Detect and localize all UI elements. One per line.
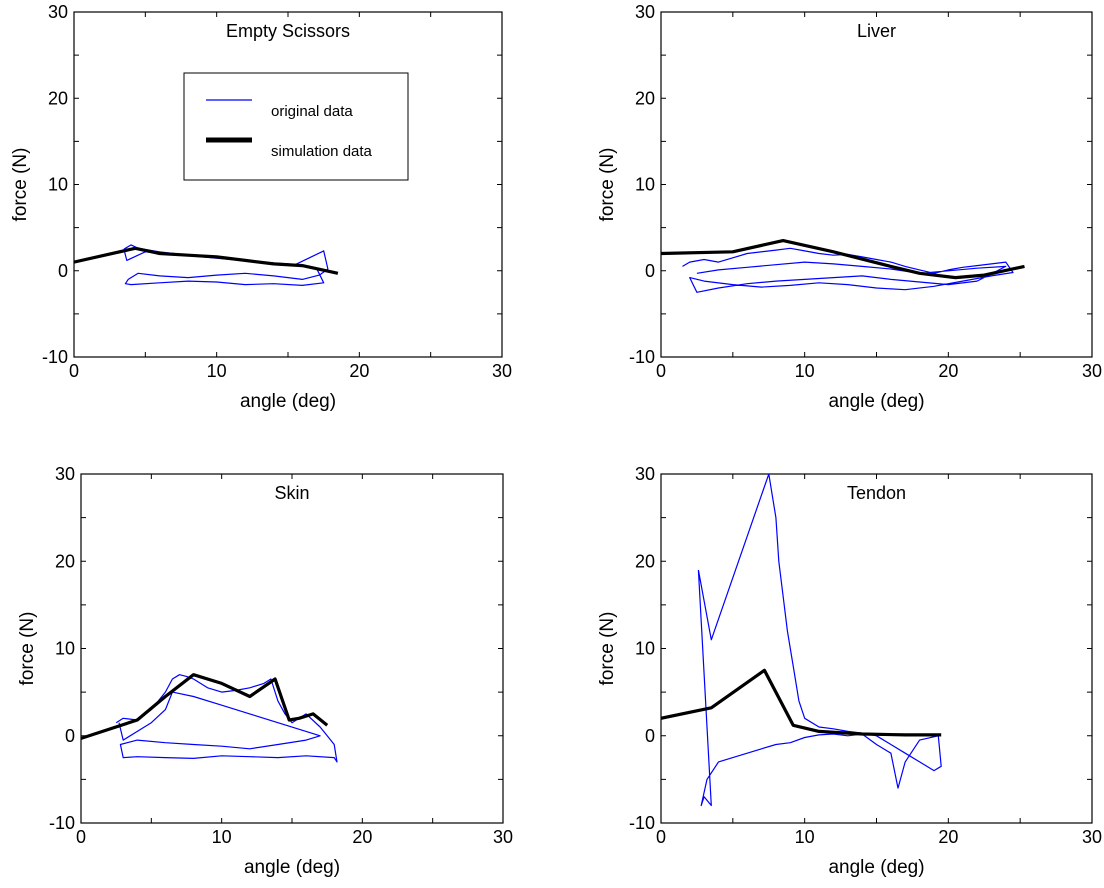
y-tick-label: 0	[58, 261, 68, 281]
y-tick-label: 10	[48, 175, 68, 195]
x-axis-label: angle (deg)	[828, 857, 924, 878]
x-tick-label: 30	[1082, 827, 1102, 847]
y-tick-label: -10	[42, 347, 68, 367]
y-tick-label: 20	[635, 551, 655, 571]
legend-label: original data	[271, 103, 353, 120]
y-tick-label: 30	[635, 2, 655, 22]
x-tick-label: 10	[207, 361, 227, 381]
y-axis-label: force (N)	[10, 148, 31, 222]
y-tick-label: 10	[635, 175, 655, 195]
plot-title: Empty Scissors	[226, 21, 350, 41]
original-data-line	[682, 247, 1014, 293]
y-tick-label: 10	[635, 639, 655, 659]
plot-area	[74, 244, 339, 286]
y-tick-label: 30	[635, 464, 655, 484]
axes-box	[660, 11, 1093, 358]
x-tick-label: 0	[76, 827, 86, 847]
simulation-data-line	[81, 673, 329, 740]
original-data-line	[115, 674, 338, 763]
y-tick-label: -10	[629, 347, 655, 367]
plot-area	[81, 673, 338, 763]
x-tick-label: 10	[795, 827, 815, 847]
y-tick-label: 30	[55, 464, 75, 484]
x-tick-label: 0	[656, 827, 666, 847]
y-tick-label: 20	[635, 88, 655, 108]
plot-title: Skin	[274, 483, 309, 503]
x-tick-label: 20	[349, 361, 369, 381]
x-tick-label: 10	[212, 827, 232, 847]
axes-box	[80, 473, 504, 824]
y-axis-label: force (N)	[17, 612, 38, 686]
y-tick-label: 0	[645, 726, 655, 746]
legend-label: simulation data	[271, 143, 373, 160]
x-tick-label: 10	[795, 361, 815, 381]
y-tick-label: -10	[49, 813, 75, 833]
simulation-data-line	[74, 246, 339, 275]
original-data-line	[697, 474, 942, 807]
plot-area	[661, 474, 942, 807]
plot-title: Liver	[857, 21, 896, 41]
x-axis-label: angle (deg)	[828, 391, 924, 412]
y-tick-label: 0	[65, 726, 75, 746]
x-tick-label: 30	[493, 827, 513, 847]
y-tick-label: 10	[55, 639, 75, 659]
y-axis-label: force (N)	[597, 148, 618, 222]
x-tick-label: 30	[492, 361, 512, 381]
y-tick-label: 0	[645, 261, 655, 281]
x-tick-label: 0	[656, 361, 666, 381]
y-tick-label: -10	[629, 813, 655, 833]
y-tick-label: 20	[48, 88, 68, 108]
y-tick-label: 20	[55, 551, 75, 571]
x-tick-label: 20	[938, 827, 958, 847]
legend: original data simulation data	[183, 72, 409, 181]
simulation-data-line	[661, 668, 942, 737]
legend-box	[183, 72, 409, 181]
y-axis-label: force (N)	[597, 612, 618, 686]
plot-area	[661, 239, 1025, 293]
y-tick-label: 30	[48, 2, 68, 22]
x-axis-label: angle (deg)	[244, 857, 340, 878]
simulation-data-line	[661, 239, 1025, 280]
axes-box	[660, 473, 1093, 824]
x-tick-label: 20	[938, 361, 958, 381]
plot-title: Tendon	[847, 483, 906, 503]
x-axis-label: angle (deg)	[240, 391, 336, 412]
x-tick-label: 30	[1082, 361, 1102, 381]
x-tick-label: 0	[69, 361, 79, 381]
axes-box	[73, 11, 503, 358]
x-tick-label: 20	[352, 827, 372, 847]
